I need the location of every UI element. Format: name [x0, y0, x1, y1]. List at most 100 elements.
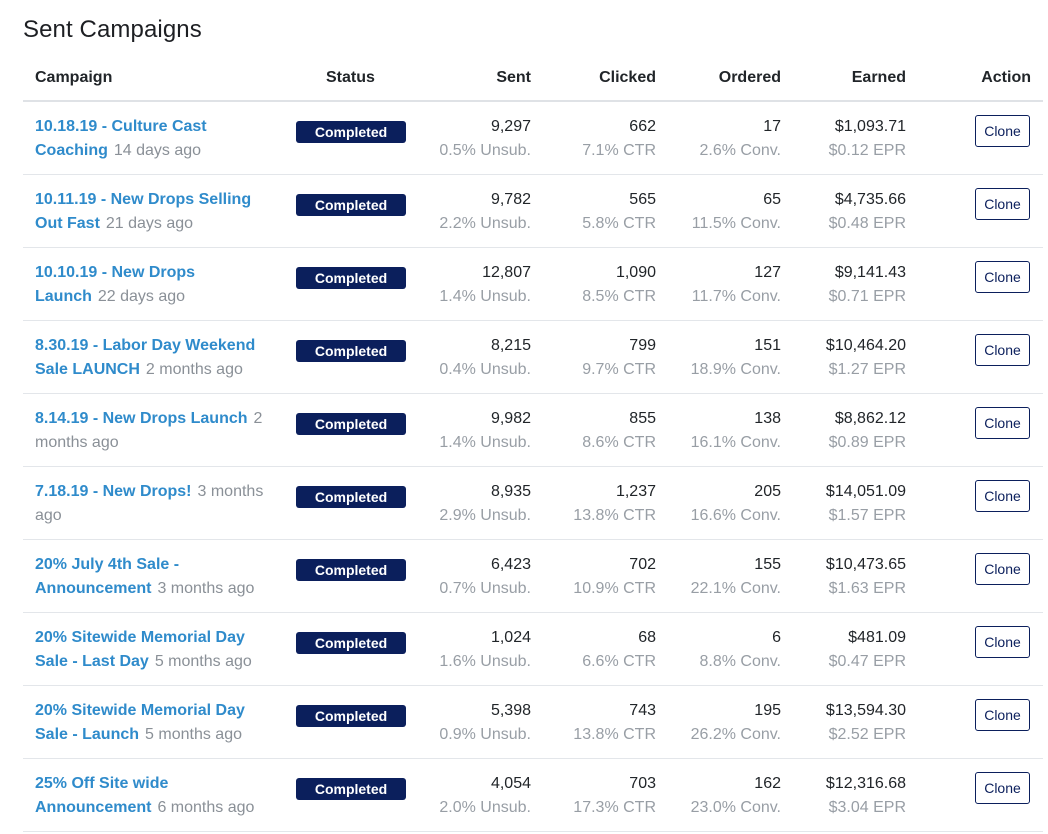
campaign-name-link[interactable]: 8.30.19 - Labor Day Weekend Sale LAUNCH: [35, 337, 256, 378]
clone-button[interactable]: Clone: [975, 626, 1030, 658]
clicked-cell: 855 8.6% CTR: [582, 407, 656, 455]
status-badge: Completed: [296, 413, 406, 435]
ordered-count: 205: [754, 483, 781, 500]
conversion-rate: 22.1% Conv.: [690, 580, 781, 597]
sent-cell: 4,054 2.0% Unsub.: [439, 772, 531, 820]
status-cell: Completed: [296, 340, 406, 362]
unsub-rate: 2.9% Unsub.: [439, 507, 531, 524]
header-status[interactable]: Status: [326, 69, 375, 86]
epr-value: $0.71 EPR: [828, 288, 906, 305]
clicked-count: 855: [629, 410, 656, 427]
sent-cell: 1,024 1.6% Unsub.: [439, 626, 531, 674]
header-sent[interactable]: Sent: [496, 69, 531, 86]
campaign-name-link[interactable]: 10.11.19 - New Drops Selling Out Fast: [35, 191, 252, 232]
unsub-rate: 1.4% Unsub.: [439, 434, 531, 451]
ordered-cell: 6 8.8% Conv.: [699, 626, 781, 674]
campaign-name-link[interactable]: 25% Off Site wide Announcement: [35, 775, 169, 816]
sent-cell: 9,297 0.5% Unsub.: [439, 115, 531, 163]
campaign-name-link[interactable]: 20% Sitewide Memorial Day Sale - Last Da…: [35, 629, 245, 670]
earned-cell: $13,594.30 $2.52 EPR: [826, 699, 906, 747]
campaign-age: 5 months ago: [145, 726, 242, 743]
campaign-age: 3 months ago: [157, 580, 255, 597]
ordered-cell: 17 2.6% Conv.: [699, 115, 781, 163]
header-earned[interactable]: Earned: [851, 69, 906, 86]
earned-amount: $4,735.66: [834, 191, 906, 208]
campaign-name-link[interactable]: 10.18.19 - Culture Cast Coaching: [35, 118, 207, 159]
earned-amount: $13,594.30: [825, 702, 906, 719]
ordered-cell: 162 23.0% Conv.: [691, 772, 781, 820]
clone-button[interactable]: Clone: [975, 334, 1030, 366]
earned-cell: $1,093.71 $0.12 EPR: [829, 115, 906, 163]
sent-cell: 5,398 0.9% Unsub.: [439, 699, 531, 747]
campaign-cell: 8.14.19 - New Drops Launch 2 months ago: [35, 407, 280, 455]
campaign-age: 6 months ago: [157, 799, 255, 816]
earned-cell: $9,141.43 $0.71 EPR: [829, 261, 906, 309]
header-ordered[interactable]: Ordered: [718, 69, 781, 86]
clone-button[interactable]: Clone: [975, 553, 1030, 585]
clone-button[interactable]: Clone: [975, 261, 1030, 293]
clone-button[interactable]: Clone: [975, 407, 1030, 439]
sent-count: 12,807: [482, 264, 531, 281]
table-row: 10.11.19 - New Drops Selling Out Fast 21 …: [23, 175, 1043, 248]
status-cell: Completed: [296, 194, 406, 216]
campaign-name-link[interactable]: 8.14.19 - New Drops Launch: [35, 410, 248, 427]
conversion-rate: 26.2% Conv.: [690, 726, 781, 743]
sent-count: 6,423: [490, 556, 531, 573]
earned-cell: $10,464.20 $1.27 EPR: [826, 334, 906, 382]
conversion-rate: 16.6% Conv.: [690, 507, 781, 524]
status-badge: Completed: [296, 194, 406, 216]
page-title: Sent Campaigns: [23, 16, 202, 43]
earned-amount: $12,316.68: [825, 775, 906, 792]
clicked-cell: 702 10.9% CTR: [573, 553, 656, 601]
ordered-cell: 151 18.9% Conv.: [691, 334, 781, 382]
campaign-cell: 20% Sitewide Memorial Day Sale - Last Da…: [35, 626, 280, 674]
unsub-rate: 2.0% Unsub.: [439, 799, 531, 816]
clone-button[interactable]: Clone: [975, 188, 1030, 220]
clicked-cell: 703 17.3% CTR: [573, 772, 656, 820]
table-row: 7.18.19 - New Drops! 3 months ago Complet…: [23, 467, 1043, 540]
clone-button[interactable]: Clone: [975, 115, 1030, 147]
table-row: 8.30.19 - Labor Day Weekend Sale LAUNCH 2…: [23, 321, 1043, 394]
ordered-cell: 138 16.1% Conv.: [691, 407, 781, 455]
ctr-rate: 9.7% CTR: [582, 361, 656, 378]
earned-cell: $12,316.68 $3.04 EPR: [826, 772, 906, 820]
epr-value: $1.63 EPR: [828, 580, 906, 597]
header-campaign[interactable]: Campaign: [35, 69, 113, 86]
clicked-cell: 1,237 13.8% CTR: [573, 480, 656, 528]
clicked-count: 68: [638, 629, 656, 646]
table-row: 25% Off Site wide Announcement 6 months a…: [23, 759, 1043, 832]
earned-amount: $10,473.65: [825, 556, 906, 573]
sent-count: 1,024: [490, 629, 531, 646]
campaign-name-link[interactable]: 10.10.19 - New Drops Launch: [35, 264, 196, 305]
campaign-age: 2 months ago: [35, 410, 263, 451]
ordered-count: 155: [754, 556, 781, 573]
conversion-rate: 2.6% Conv.: [699, 142, 781, 159]
table-header-row: Campaign Status Sent Clicked Ordered Ear…: [23, 58, 1043, 102]
clone-button[interactable]: Clone: [975, 772, 1030, 804]
clone-button[interactable]: Clone: [975, 480, 1030, 512]
earned-amount: $8,862.12: [834, 410, 906, 427]
conversion-rate: 23.0% Conv.: [690, 799, 781, 816]
table-row: 10.10.19 - New Drops Launch 22 days ago C…: [23, 248, 1043, 321]
header-clicked[interactable]: Clicked: [599, 69, 656, 86]
campaign-name-link[interactable]: 20% Sitewide Memorial Day Sale - Launch: [35, 702, 245, 743]
campaign-name-link[interactable]: 7.18.19 - New Drops!: [35, 483, 192, 500]
ctr-rate: 17.3% CTR: [573, 799, 656, 816]
earned-amount: $14,051.09: [825, 483, 906, 500]
epr-value: $0.12 EPR: [828, 142, 906, 159]
clicked-cell: 68 6.6% CTR: [582, 626, 656, 674]
table-body: 10.18.19 - Culture Cast Coaching 14 days …: [23, 102, 1043, 832]
ordered-count: 151: [754, 337, 781, 354]
sent-count: 9,297: [490, 118, 531, 135]
sent-cell: 12,807 1.4% Unsub.: [439, 261, 531, 309]
campaign-name-link[interactable]: 20% July 4th Sale - Announcement: [35, 556, 180, 597]
clone-button[interactable]: Clone: [975, 699, 1030, 731]
epr-value: $0.48 EPR: [828, 215, 906, 232]
campaign-cell: 20% Sitewide Memorial Day Sale - Launch 5…: [35, 699, 280, 747]
campaign-cell: 20% July 4th Sale - Announcement 3 months…: [35, 553, 280, 601]
action-cell: Clone: [975, 699, 1030, 731]
action-cell: Clone: [975, 407, 1030, 439]
conversion-rate: 8.8% Conv.: [699, 653, 781, 670]
clicked-cell: 662 7.1% CTR: [582, 115, 656, 163]
clicked-count: 703: [629, 775, 656, 792]
